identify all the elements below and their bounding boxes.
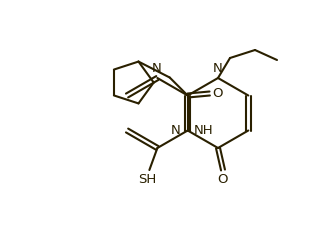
Text: O: O	[218, 173, 228, 186]
Text: N: N	[171, 124, 181, 137]
Text: SH: SH	[138, 173, 157, 186]
Text: O: O	[213, 87, 223, 100]
Text: N: N	[152, 62, 161, 75]
Text: NH: NH	[194, 124, 213, 137]
Text: N: N	[213, 62, 223, 75]
